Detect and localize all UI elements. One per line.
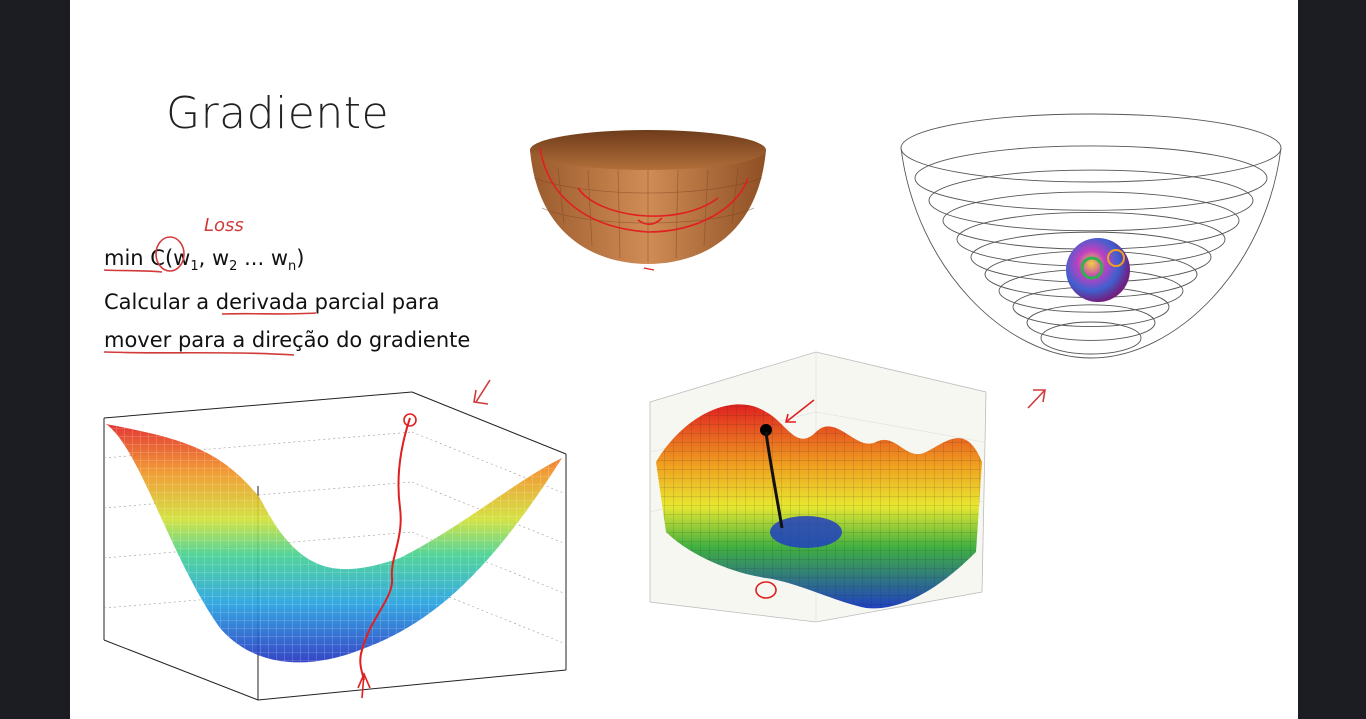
bowl-ink — [539, 147, 749, 233]
wire-bowl-image — [900, 113, 1282, 359]
arrow-sketch-2 — [1027, 389, 1046, 409]
line3-a: mover para a dire — [104, 328, 293, 352]
formula-line: min C(w1, w2 ... wn) — [104, 246, 304, 274]
formula-w2: w — [211, 246, 230, 270]
paraboloid-plot — [103, 391, 567, 701]
line2-c: parcial para — [308, 290, 440, 314]
wire-ring — [914, 145, 1268, 211]
wire-outline — [900, 147, 1282, 359]
ball — [1066, 238, 1130, 302]
wire-ring — [928, 169, 1254, 232]
line2-a: Calcular a — [104, 290, 216, 314]
formula-ellipsis: ... — [237, 246, 271, 270]
descent-path — [764, 431, 784, 529]
formula-min: min — [104, 246, 144, 270]
text-line-3: mover para a direção do gradiente — [104, 328, 470, 352]
underline-mover — [103, 351, 295, 356]
formula-sep: , — [198, 246, 212, 270]
slide: Gradiente Loss min C(w1, w2 ... wn) Calc… — [70, 0, 1298, 719]
terrain-plot — [649, 351, 987, 623]
text-line-2: Calcular a derivada parcial para — [104, 290, 440, 314]
formula-func: C( — [150, 246, 174, 270]
terrain-ink — [784, 399, 815, 423]
formula-w1: w — [173, 246, 191, 270]
bowl-image — [530, 130, 766, 271]
wire-ring — [1026, 304, 1156, 341]
formula-sub-2: 2 — [229, 259, 238, 275]
formula-wn: w — [270, 246, 289, 270]
loss-annotation: Loss — [204, 215, 244, 236]
slide-title: Gradiente — [166, 88, 390, 139]
descent-ball — [760, 424, 772, 436]
line3-b: ção do gradiente — [292, 328, 471, 352]
descent-path-ink — [359, 417, 411, 681]
formula-close: ) — [296, 246, 305, 270]
line2-b: derivada — [215, 290, 308, 314]
formula-sub-n: n — [288, 259, 297, 275]
formula-sub-1: 1 — [190, 259, 199, 275]
bowl-rim — [530, 130, 766, 170]
wire-ring — [1040, 321, 1142, 355]
wire-ring — [900, 113, 1282, 183]
